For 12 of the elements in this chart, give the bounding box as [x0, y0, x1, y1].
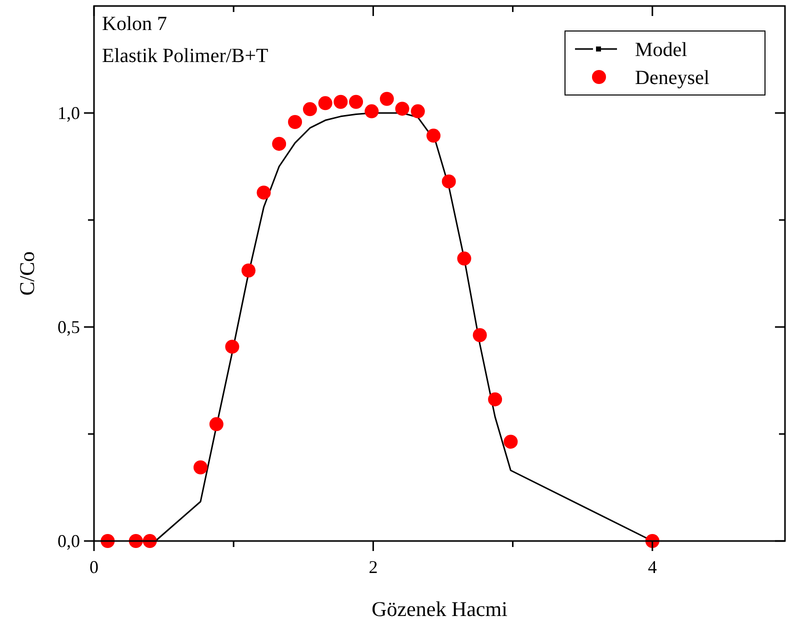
y-axis-title: C/Co — [15, 251, 39, 296]
x-tick-label: 4 — [648, 557, 657, 577]
x-axis-title: Gözenek Hacmi — [372, 597, 508, 621]
y-tick-label: 0,5 — [58, 317, 80, 337]
y-tick-label: 0,0 — [58, 531, 80, 551]
x-tick-label: 0 — [90, 557, 98, 577]
y-tick-label: 1,0 — [58, 103, 80, 123]
legend-label: Model — [635, 39, 688, 61]
annotation: Kolon 7 — [102, 13, 167, 35]
annotation: Elastik Polimer/B+T — [102, 45, 268, 67]
x-tick-label: 2 — [368, 557, 378, 577]
legend-label: Deneysel — [635, 67, 710, 89]
